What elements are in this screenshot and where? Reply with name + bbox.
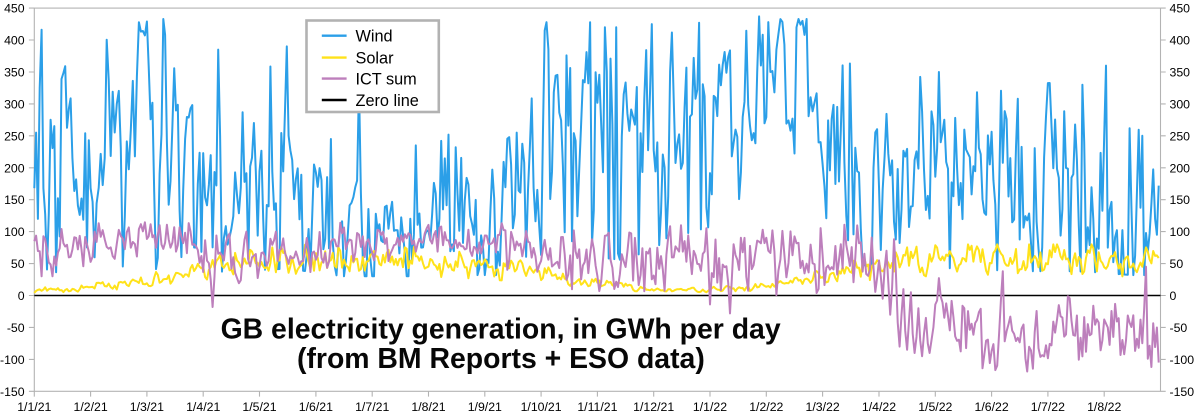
- svg-text:0: 0: [18, 289, 25, 303]
- svg-text:350: 350: [1170, 66, 1191, 80]
- svg-text:ICT sum: ICT sum: [356, 71, 417, 89]
- svg-text:1/5/21: 1/5/21: [242, 400, 276, 414]
- svg-text:1/9/21: 1/9/21: [468, 400, 502, 414]
- svg-text:-50: -50: [1170, 321, 1188, 335]
- svg-text:1/8/22: 1/8/22: [1087, 400, 1121, 414]
- svg-text:1/12/21: 1/12/21: [633, 400, 674, 414]
- svg-text:Wind: Wind: [356, 28, 393, 46]
- svg-text:1/2/22: 1/2/22: [749, 400, 783, 414]
- svg-text:250: 250: [1170, 129, 1191, 143]
- svg-text:100: 100: [4, 225, 25, 239]
- svg-text:Solar: Solar: [356, 50, 395, 68]
- svg-text:1/8/21: 1/8/21: [411, 400, 445, 414]
- svg-text:150: 150: [1170, 193, 1191, 207]
- svg-text:400: 400: [4, 34, 25, 48]
- svg-text:300: 300: [1170, 97, 1191, 111]
- svg-text:1/1/21: 1/1/21: [17, 400, 51, 414]
- svg-text:1/7/21: 1/7/21: [355, 400, 389, 414]
- svg-text:150: 150: [4, 193, 25, 207]
- svg-text:1/5/22: 1/5/22: [918, 400, 952, 414]
- svg-text:250: 250: [4, 129, 25, 143]
- svg-text:0: 0: [1170, 289, 1177, 303]
- svg-text:-150: -150: [1170, 385, 1195, 399]
- svg-text:1/3/21: 1/3/21: [130, 400, 164, 414]
- svg-text:1/1/22: 1/1/22: [693, 400, 727, 414]
- svg-text:1/6/21: 1/6/21: [299, 400, 333, 414]
- svg-text:-100: -100: [0, 353, 25, 367]
- svg-text:200: 200: [1170, 161, 1191, 175]
- svg-text:1/11/21: 1/11/21: [577, 400, 617, 414]
- svg-text:100: 100: [1170, 225, 1191, 239]
- svg-text:1/2/21: 1/2/21: [73, 400, 107, 414]
- svg-text:1/6/22: 1/6/22: [974, 400, 1008, 414]
- svg-text:400: 400: [1170, 34, 1191, 48]
- svg-text:450: 450: [1170, 2, 1191, 16]
- svg-text:350: 350: [4, 66, 25, 80]
- svg-text:(from BM Reports + ESO data): (from BM Reports + ESO data): [297, 343, 705, 375]
- svg-text:1/4/22: 1/4/22: [862, 400, 896, 414]
- svg-text:200: 200: [4, 161, 25, 175]
- svg-text:-150: -150: [0, 385, 25, 399]
- svg-text:-50: -50: [7, 321, 25, 335]
- svg-text:1/3/22: 1/3/22: [805, 400, 839, 414]
- svg-text:50: 50: [1170, 257, 1184, 271]
- svg-text:1/7/22: 1/7/22: [1031, 400, 1065, 414]
- svg-text:1/4/21: 1/4/21: [186, 400, 220, 414]
- svg-text:-100: -100: [1170, 353, 1195, 367]
- svg-text:1/10/21: 1/10/21: [521, 400, 562, 414]
- svg-text:450: 450: [4, 2, 25, 16]
- svg-text:300: 300: [4, 97, 25, 111]
- svg-text:50: 50: [11, 257, 25, 271]
- svg-text:Zero line: Zero line: [356, 92, 419, 110]
- svg-text:GB electricity generation, in: GB electricity generation, in GWh per da…: [221, 313, 781, 345]
